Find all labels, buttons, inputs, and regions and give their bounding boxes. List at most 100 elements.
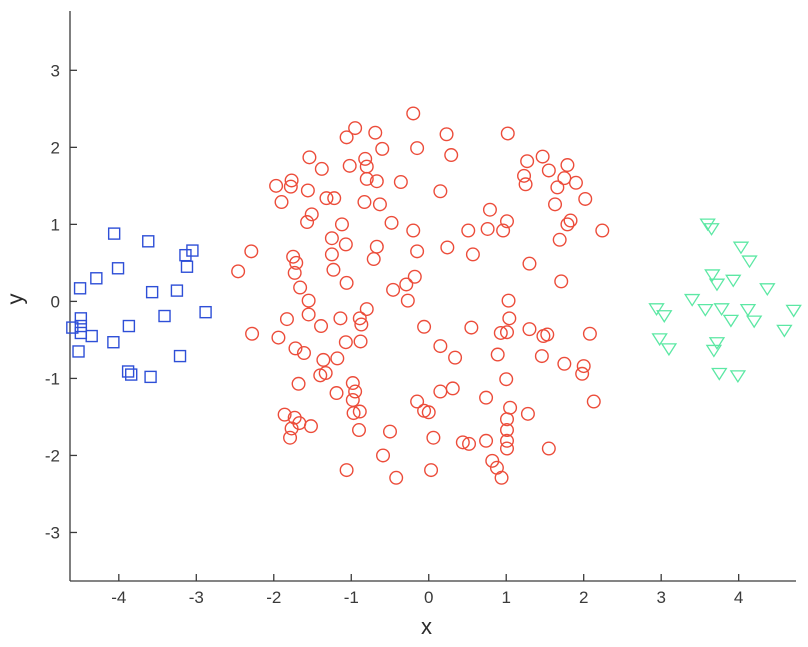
data-point-center-cluster-red-circles — [520, 154, 535, 169]
data-point-left-cluster-blue-squares — [142, 235, 155, 248]
data-point-left-cluster-blue-squares — [170, 284, 184, 297]
data-point-left-cluster-blue-squares — [158, 309, 171, 323]
data-point-center-cluster-red-circles — [399, 277, 414, 292]
data-point-center-cluster-red-circles — [372, 197, 387, 212]
data-point-center-cluster-red-circles — [319, 191, 334, 206]
data-point-center-cluster-red-circles — [389, 470, 404, 485]
data-point-right-cluster-green-triangles — [785, 304, 802, 318]
data-point-center-cluster-red-circles — [339, 275, 354, 290]
data-point-center-cluster-red-circles — [586, 394, 601, 409]
data-point-right-cluster-green-triangles — [705, 344, 723, 358]
data-point-center-cluster-red-circles — [284, 173, 299, 188]
data-point-center-cluster-red-circles — [433, 339, 448, 354]
data-point-right-cluster-green-triangles — [741, 255, 758, 269]
data-point-center-cluster-red-circles — [465, 247, 480, 262]
data-point-center-cluster-red-circles — [448, 350, 463, 365]
data-point-center-cluster-red-circles — [330, 351, 345, 366]
x-tick-label: 3 — [656, 588, 665, 607]
data-point-center-cluster-red-circles — [439, 127, 454, 142]
data-point-right-cluster-green-triangles — [745, 315, 763, 329]
data-point-right-cluster-green-triangles — [713, 303, 730, 317]
data-point-center-cluster-red-circles — [346, 406, 361, 421]
x-tick-label: -2 — [266, 588, 281, 607]
data-point-center-cluster-red-circles — [400, 293, 415, 308]
y-tick-label: -2 — [45, 446, 60, 465]
data-point-center-cluster-red-circles — [318, 366, 333, 381]
data-point-center-cluster-red-circles — [326, 262, 341, 277]
data-point-center-cluster-red-circles — [479, 390, 494, 405]
y-axis-label: y — [2, 293, 28, 305]
data-point-center-cluster-red-circles — [520, 406, 535, 421]
data-point-center-cluster-red-circles — [406, 106, 421, 121]
data-point-center-cluster-red-circles — [352, 404, 367, 419]
data-point-right-cluster-green-triangles — [656, 310, 673, 323]
data-point-center-cluster-red-circles — [369, 239, 384, 254]
data-point-center-cluster-red-circles — [440, 240, 455, 255]
data-point-left-cluster-blue-squares — [107, 227, 121, 240]
data-point-center-cluster-red-circles — [502, 311, 517, 326]
data-point-center-cluster-red-circles — [410, 141, 425, 156]
data-point-center-cluster-red-circles — [480, 221, 495, 236]
data-point-center-cluster-red-circles — [462, 436, 477, 451]
data-point-center-cluster-red-circles — [500, 126, 515, 141]
data-point-center-cluster-red-circles — [339, 130, 354, 145]
data-point-center-cluster-red-circles — [231, 264, 246, 279]
data-point-center-cluster-red-circles — [517, 168, 532, 183]
data-point-center-cluster-red-circles — [288, 341, 303, 356]
data-point-center-cluster-red-circles — [352, 423, 367, 438]
y-tick-label: 2 — [51, 138, 60, 157]
data-point-center-cluster-red-circles — [541, 163, 556, 178]
data-point-center-cluster-red-circles — [324, 231, 339, 246]
data-point-center-cluster-red-circles — [302, 150, 317, 165]
data-point-right-cluster-green-triangles — [722, 314, 740, 328]
data-point-center-cluster-red-circles — [557, 171, 572, 186]
data-point-left-cluster-blue-squares — [173, 349, 187, 363]
data-point-center-cluster-red-circles — [376, 448, 391, 463]
data-point-center-cluster-red-circles — [461, 223, 476, 238]
data-point-center-cluster-red-circles — [339, 463, 354, 478]
data-point-center-cluster-red-circles — [283, 430, 298, 445]
data-point-right-cluster-green-triangles — [660, 343, 678, 357]
data-point-right-cluster-green-triangles — [711, 367, 728, 381]
data-point-center-cluster-red-circles — [499, 433, 514, 448]
data-point-right-cluster-green-triangles — [708, 337, 726, 350]
data-point-center-cluster-red-circles — [557, 356, 572, 371]
data-point-center-cluster-red-circles — [479, 433, 494, 448]
data-point-center-cluster-red-circles — [575, 366, 590, 381]
data-point-right-cluster-green-triangles — [739, 303, 757, 317]
data-point-center-cluster-red-circles — [499, 325, 514, 340]
data-point-left-cluster-blue-squares — [111, 262, 125, 275]
x-tick-label: -3 — [189, 588, 204, 607]
data-point-center-cluster-red-circles — [300, 215, 315, 230]
data-point-center-cluster-red-circles — [348, 384, 363, 399]
data-point-center-cluster-red-circles — [287, 265, 302, 280]
data-point-right-cluster-green-triangles — [759, 283, 776, 297]
data-point-center-cluster-red-circles — [345, 392, 360, 407]
data-point-center-cluster-red-circles — [496, 223, 511, 238]
data-point-center-cluster-red-circles — [368, 125, 383, 140]
y-tick-label: 0 — [51, 292, 60, 311]
y-tick-label: 3 — [51, 61, 60, 80]
data-point-center-cluster-red-circles — [548, 197, 563, 212]
data-point-left-cluster-blue-squares — [122, 319, 136, 333]
data-point-left-cluster-blue-squares — [74, 312, 88, 325]
data-point-center-cluster-red-circles — [464, 320, 479, 335]
data-point-center-cluster-red-circles — [338, 335, 353, 350]
data-point-center-cluster-red-circles — [300, 183, 315, 198]
data-point-center-cluster-red-circles — [499, 423, 514, 438]
data-point-center-cluster-red-circles — [269, 178, 284, 193]
data-point-center-cluster-red-circles — [334, 217, 349, 232]
data-point-center-cluster-red-circles — [560, 217, 575, 232]
data-point-center-cluster-red-circles — [406, 223, 421, 238]
data-point-center-cluster-red-circles — [359, 302, 374, 317]
data-point-center-cluster-red-circles — [384, 215, 399, 230]
data-point-center-cluster-red-circles — [293, 280, 308, 295]
data-point-center-cluster-red-circles — [426, 430, 441, 445]
data-point-right-cluster-green-triangles — [648, 303, 665, 317]
data-point-left-cluster-blue-squares — [121, 365, 135, 378]
data-point-left-cluster-blue-squares — [179, 248, 192, 262]
data-point-center-cluster-red-circles — [433, 384, 448, 399]
data-point-center-cluster-red-circles — [554, 274, 569, 289]
data-point-center-cluster-red-circles — [284, 421, 299, 436]
